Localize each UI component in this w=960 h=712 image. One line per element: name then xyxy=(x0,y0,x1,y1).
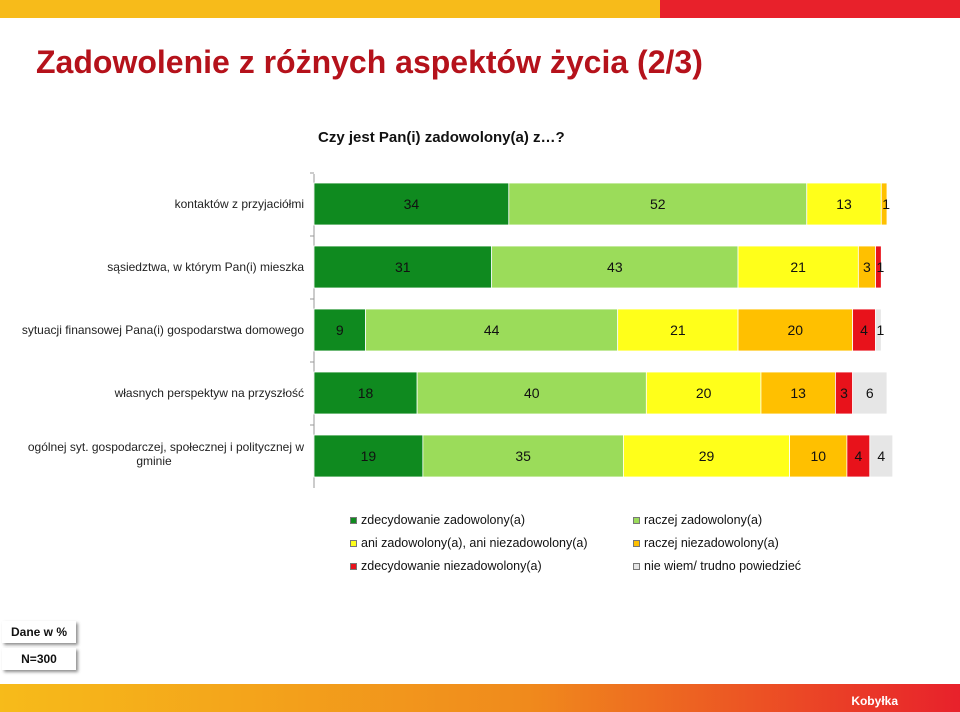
legend-label: ani zadowolony(a), ani niezadowolony(a) xyxy=(361,536,588,550)
bar-segment xyxy=(313,182,510,226)
data-label: 4 xyxy=(854,448,862,464)
bar-segment xyxy=(491,245,739,289)
data-label: 3 xyxy=(840,385,848,401)
legend-swatch xyxy=(350,516,357,524)
bar-segment xyxy=(852,371,888,415)
data-label: 1 xyxy=(877,322,885,338)
chart-question: Czy jest Pan(i) zadowolony(a) z…? xyxy=(318,129,565,146)
bar-segment xyxy=(737,308,854,352)
data-label: 40 xyxy=(524,385,540,401)
top-accent-bar-red xyxy=(660,0,960,18)
data-label: 19 xyxy=(361,448,377,464)
data-label: 20 xyxy=(788,322,804,338)
data-label: 34 xyxy=(404,196,420,212)
bar-segment xyxy=(508,182,808,226)
legend-label: zdecydowanie niezadowolony(a) xyxy=(361,559,542,573)
bar-segment xyxy=(365,308,619,352)
category-label: własnych perspektyw na przyszłość xyxy=(114,386,304,400)
category-label: ogólnej syt. gospodarczej, społecznej i … xyxy=(28,440,304,468)
bar-segment xyxy=(875,245,882,289)
bar-segment xyxy=(869,434,894,478)
data-label: 20 xyxy=(696,385,712,401)
data-unit-note: Dane w % xyxy=(2,621,76,643)
data-label: 4 xyxy=(877,448,885,464)
legend-swatch xyxy=(350,562,357,570)
sample-size-note: N=300 xyxy=(2,648,76,670)
bar-segment xyxy=(645,371,762,415)
legend-item: ani zadowolony(a), ani niezadowolony(a) xyxy=(350,536,588,550)
bar-segment xyxy=(313,434,424,478)
category-label: sąsiedztwa, w którym Pan(i) mieszka xyxy=(107,260,304,274)
data-label: 10 xyxy=(810,448,826,464)
legend-item: raczej zadowolony(a) xyxy=(633,513,762,527)
bar-segment xyxy=(313,308,366,352)
legend-item: nie wiem/ trudno powiedzieć xyxy=(633,559,801,573)
bar-segment xyxy=(760,371,836,415)
data-label: 35 xyxy=(515,448,531,464)
bar-segment xyxy=(422,434,624,478)
legend-swatch xyxy=(350,539,357,547)
stacked-bar-chart: kontaktów z przyjaciółmi 34 52 13 1sąsiedztw… xyxy=(22,172,894,488)
data-label: 52 xyxy=(650,196,666,212)
category-label: sytuacji finansowej Pana(i) gospodarstwa… xyxy=(22,323,304,337)
bar-segment xyxy=(617,308,739,352)
data-label: 21 xyxy=(790,259,806,275)
data-label: 44 xyxy=(484,322,500,338)
bar-segment xyxy=(880,182,888,226)
legend-label: raczej zadowolony(a) xyxy=(644,513,763,527)
data-label: 1 xyxy=(882,196,890,212)
legend-item: raczej niezadowolony(a) xyxy=(633,536,779,550)
legend-swatch xyxy=(633,539,640,547)
data-label: 13 xyxy=(790,385,806,401)
category-label: kontaktów z przyjaciółmi xyxy=(175,197,304,211)
data-label: 1 xyxy=(877,259,885,275)
data-label: 21 xyxy=(670,322,686,338)
brand-label: Kobyłka xyxy=(851,694,898,708)
data-label: 6 xyxy=(866,385,874,401)
data-label: 18 xyxy=(358,385,374,401)
bar-segment xyxy=(313,245,493,289)
bar-segment xyxy=(416,371,647,415)
slide-title: Zadowolenie z różnych aspektów życia (2/… xyxy=(36,44,703,80)
bottom-accent-bar xyxy=(0,684,960,712)
data-label: 4 xyxy=(860,322,868,338)
data-label: 43 xyxy=(607,259,623,275)
bar-segment xyxy=(875,308,882,352)
legend-item: zdecydowanie zadowolony(a) xyxy=(350,513,525,527)
data-label: 29 xyxy=(699,448,715,464)
bar-segment xyxy=(313,371,418,415)
legend-label: zdecydowanie zadowolony(a) xyxy=(361,513,525,527)
data-label: 31 xyxy=(395,259,411,275)
bar-segment xyxy=(789,434,848,478)
legend-label: nie wiem/ trudno powiedzieć xyxy=(644,559,802,573)
legend-item: zdecydowanie niezadowolony(a) xyxy=(350,559,542,573)
data-label: 13 xyxy=(836,196,852,212)
bar-segment xyxy=(806,182,882,226)
data-label: 3 xyxy=(863,259,871,275)
legend-swatch xyxy=(633,562,640,570)
bar-segment xyxy=(737,245,859,289)
data-label: 9 xyxy=(336,322,344,338)
top-accent-bar-yellow xyxy=(0,0,660,18)
legend-swatch xyxy=(633,516,640,524)
legend-label: raczej niezadowolony(a) xyxy=(644,536,779,550)
bar-segment xyxy=(623,434,790,478)
